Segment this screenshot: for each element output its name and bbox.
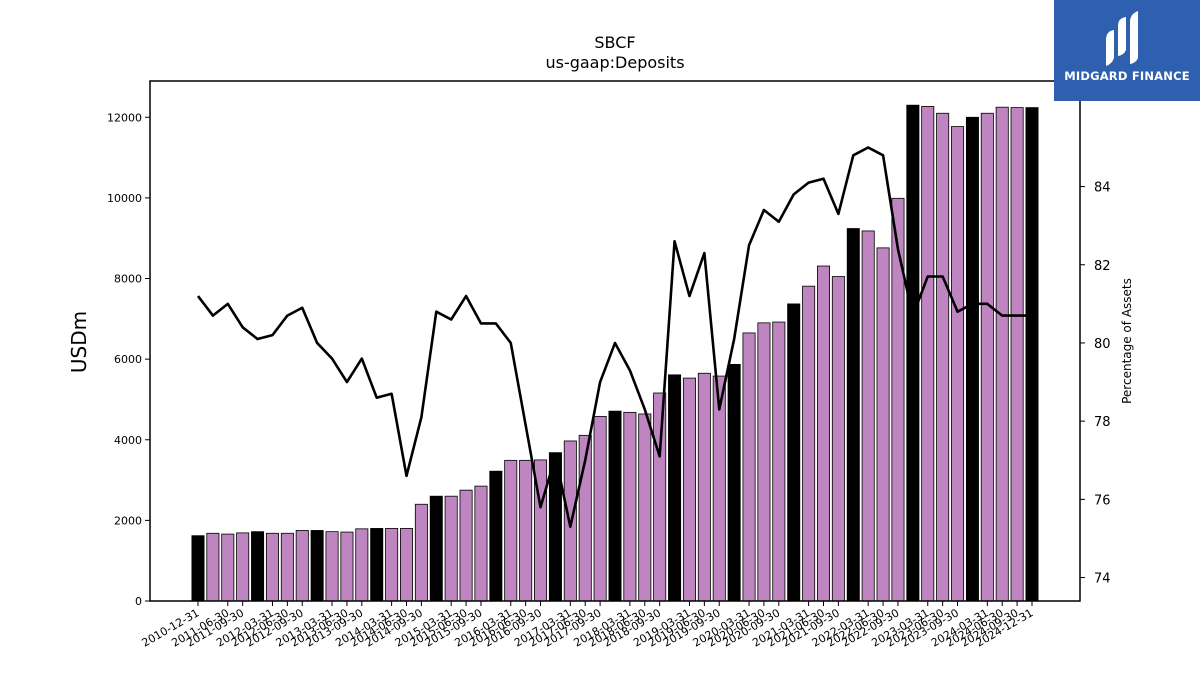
bar [310, 530, 324, 602]
logo-text: MIDGARD FINANCE [1064, 69, 1190, 83]
y-tick-label: 2000 [114, 514, 142, 527]
bar [697, 372, 711, 602]
midgard-finance-logo: MIDGARD FINANCE [1054, 0, 1200, 101]
percentage-line [196, 146, 1032, 529]
bar [831, 276, 845, 602]
bar-series [191, 104, 1039, 602]
bar [846, 228, 860, 602]
bar [206, 532, 220, 602]
bar [385, 528, 399, 602]
bar [787, 303, 801, 602]
y2-axis-label: Percentage of Assets [1120, 278, 1134, 404]
y-tick-label: 10000 [107, 192, 142, 205]
bar [295, 530, 309, 602]
bar [623, 411, 637, 602]
y2-tick-label: 84 [1094, 181, 1111, 196]
bar [802, 285, 816, 602]
bar [221, 533, 235, 602]
bar [965, 116, 979, 602]
y-tick-label: 8000 [114, 273, 142, 286]
bar [876, 247, 890, 602]
bar [236, 532, 250, 602]
y2-tick-label: 76 [1094, 493, 1111, 508]
bar [951, 126, 965, 602]
y2-tick-label: 80 [1094, 337, 1111, 352]
y-axis-label: USDm [67, 310, 91, 374]
bar [891, 197, 905, 602]
bar [921, 106, 935, 602]
bar [504, 459, 518, 602]
bar [429, 495, 443, 602]
bar [459, 489, 473, 602]
bar [995, 106, 1009, 602]
bar [638, 413, 652, 602]
bar [772, 321, 786, 602]
bar [653, 392, 667, 602]
bar [370, 528, 384, 602]
logo-mark-icon [1106, 11, 1138, 66]
bar [608, 410, 622, 602]
bar [519, 459, 533, 602]
bar [757, 322, 771, 602]
bar [980, 112, 994, 602]
bar [191, 535, 205, 602]
bar [265, 532, 279, 602]
y-tick-label: 0 [135, 595, 142, 608]
bar [399, 528, 413, 602]
bar [325, 531, 339, 602]
plot-frame [149, 80, 1081, 602]
y-tick-label: 6000 [114, 353, 142, 366]
bar [817, 265, 831, 602]
bar [355, 528, 369, 602]
bar [340, 531, 354, 602]
bar [861, 230, 875, 602]
bar [936, 112, 950, 602]
y-tick-label: 4000 [114, 434, 142, 447]
bar [593, 415, 607, 602]
bar [444, 495, 458, 602]
bar [906, 104, 920, 602]
bar [1025, 107, 1039, 602]
bar [1010, 107, 1024, 602]
y-tick-label: 12000 [107, 111, 142, 124]
bar [489, 470, 503, 602]
bar [251, 531, 265, 602]
bar [727, 363, 741, 602]
bar [682, 377, 696, 602]
axes: 0200040006000800010000120007476788082842… [107, 80, 1111, 650]
chart-title: SBCF [594, 33, 636, 52]
bar [474, 485, 488, 602]
percentage-line-series [196, 146, 1032, 529]
chart-subtitle: us-gaap:Deposits [545, 53, 685, 72]
y2-tick-label: 82 [1094, 259, 1111, 274]
bar [414, 503, 428, 602]
bar [742, 332, 756, 602]
y2-tick-label: 78 [1094, 415, 1111, 430]
bar [668, 374, 682, 602]
y2-tick-label: 74 [1094, 572, 1111, 587]
bar [280, 532, 294, 602]
